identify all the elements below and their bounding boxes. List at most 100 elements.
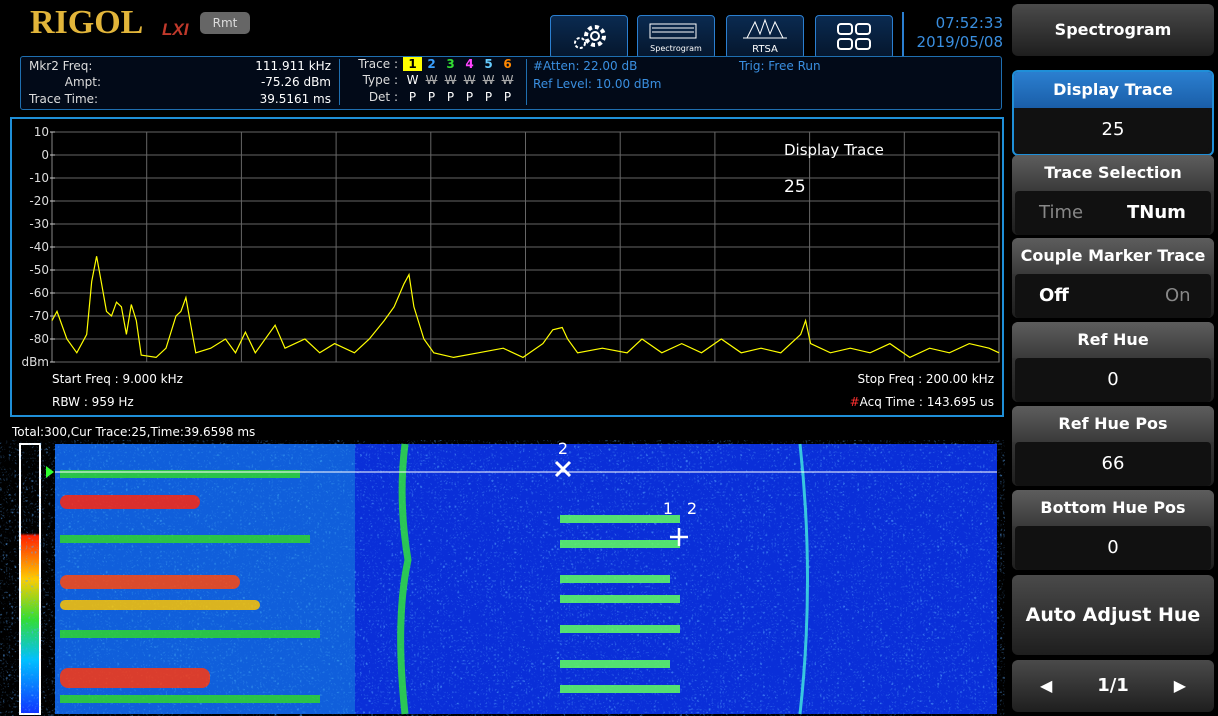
trace-number: 5 xyxy=(484,57,493,71)
y-tick-label: dBm xyxy=(21,355,49,369)
trace-type: W xyxy=(501,73,514,87)
spectrogram: 2 1 2 xyxy=(19,440,997,715)
page-indicator: 1/1 xyxy=(1097,675,1129,696)
icon-label: RTSA xyxy=(752,44,778,55)
rtsa-glyph xyxy=(743,18,787,39)
button-value: 0 xyxy=(1015,526,1211,570)
y-tick-label: -20 xyxy=(29,194,49,208)
y-tick-label: -30 xyxy=(29,217,49,231)
auto-adjust-button[interactable]: Auto Adjust Hue xyxy=(1012,575,1214,655)
rtsa-icon[interactable]: RTSA xyxy=(726,15,804,59)
trace-detector: P xyxy=(503,90,512,104)
trace-type: W xyxy=(406,73,419,87)
button-title: Display Trace xyxy=(1014,72,1212,108)
button-value: 0 xyxy=(1015,358,1211,402)
layout-glyph xyxy=(837,23,871,50)
button-value: Time TNum xyxy=(1015,191,1211,235)
spectrogram-info: Total:300,Cur Trace:25,Time:39.6598 ms xyxy=(12,425,256,439)
label: Trace Time: xyxy=(29,92,99,106)
trace-detector: P xyxy=(484,90,493,104)
start-freq: Start Freq : 9.000 kHz xyxy=(52,372,183,386)
y-tick-label: -10 xyxy=(29,171,49,185)
attenuation: #Atten: 22.00 dB xyxy=(533,59,638,73)
layout-icon[interactable] xyxy=(815,15,893,59)
button-value: 25 xyxy=(1017,108,1209,152)
spectrum-panel: 10 0 -10 -20 -30 -40 -50 -60 -70 -80 dBm Display T… xyxy=(10,117,1004,417)
trace-detector: P xyxy=(446,90,455,104)
trace-type: W xyxy=(482,73,495,87)
divider xyxy=(526,59,527,105)
display-trace-button[interactable]: Display Trace 25 xyxy=(1012,70,1214,156)
button-value: Off On xyxy=(1015,274,1211,318)
ref-hue-pos-button[interactable]: Ref Hue Pos 66 xyxy=(1012,406,1214,486)
ref-hue-button[interactable]: Ref Hue 0 xyxy=(1012,322,1214,402)
gear xyxy=(574,25,606,49)
trace-type: W xyxy=(444,73,457,87)
spectrogram-glyph xyxy=(649,23,697,39)
y-tick-label: 0 xyxy=(41,148,49,162)
spectrogram-energy xyxy=(55,443,809,715)
trace-number: 2 xyxy=(427,57,436,71)
trace-detector: P xyxy=(465,90,474,104)
label: Trace : xyxy=(358,57,398,71)
trace-detector: P xyxy=(408,90,417,104)
rbw: RBW : 959 Hz xyxy=(52,395,134,409)
button-title: Trace Selection xyxy=(1012,155,1214,191)
settings-icon[interactable] xyxy=(550,15,628,59)
label: Ampt: xyxy=(64,75,101,89)
next-page[interactable]: ▶ xyxy=(1173,676,1186,695)
clock-date: 2019/05/08 xyxy=(916,33,1003,51)
divider xyxy=(339,59,340,105)
option: Off xyxy=(1039,285,1069,306)
y-tick-label: 10 xyxy=(34,125,49,139)
trace-selection-button[interactable]: Trace Selection Time TNum xyxy=(1012,155,1214,235)
label: Mkr2 Freq: xyxy=(29,59,93,73)
ref-level: Ref Level: 10.00 dBm xyxy=(533,77,662,91)
trace-number: 4 xyxy=(465,57,474,71)
trace-type: W xyxy=(425,73,438,87)
y-tick-label: -80 xyxy=(29,332,49,346)
option: Time xyxy=(1039,202,1084,223)
marker-label: 2 xyxy=(558,440,568,458)
cursor-arrow xyxy=(46,466,54,478)
spectrogram-icon[interactable]: Spectrogram xyxy=(637,15,715,59)
bottom-hue-pos-button[interactable]: Bottom Hue Pos 0 xyxy=(1012,490,1214,570)
button-title: Couple Marker Trace xyxy=(1012,238,1214,274)
acq-flag: # xyxy=(849,395,860,409)
prev-page[interactable]: ◀ xyxy=(1040,676,1053,695)
trace-type: W xyxy=(463,73,476,87)
page-nav: ◀ 1/1 ▶ xyxy=(1012,660,1214,712)
label: Type : xyxy=(362,73,398,87)
lxi: LXI xyxy=(162,20,189,39)
color-bar xyxy=(19,443,41,715)
acq-time: Acq Time : 143.695 us xyxy=(859,395,994,409)
divider xyxy=(902,12,904,56)
marker-label: 2 xyxy=(687,499,697,518)
button-title: Bottom Hue Pos xyxy=(1012,490,1214,526)
marker-label: 1 xyxy=(663,499,673,518)
button-title: Ref Hue Pos xyxy=(1012,406,1214,442)
option: TNum xyxy=(1127,202,1186,223)
status-panel: Mkr2 Freq: Ampt: Trace Time: 111.911 kHz… xyxy=(20,56,1002,110)
marker-x xyxy=(554,460,572,478)
y-tick-label: -70 xyxy=(29,309,49,323)
couple-marker-button[interactable]: Couple Marker Trace Off On xyxy=(1012,238,1214,318)
acq-time-row: #Acq Time : 143.695 us xyxy=(850,395,994,409)
remote-indicator: Rmt xyxy=(200,12,250,34)
overlay-title: Display Trace xyxy=(784,141,884,159)
menu-title: Spectrogram xyxy=(1012,4,1214,56)
value: 111.911 kHz xyxy=(255,59,331,73)
label: Det : xyxy=(368,90,398,104)
button-value: 66 xyxy=(1015,442,1211,486)
value: 39.5161 ms xyxy=(259,92,331,106)
value: -75.26 dBm xyxy=(260,75,331,89)
trace-number: 3 xyxy=(446,57,455,71)
y-tick-label: -40 xyxy=(29,240,49,254)
clock-time: 07:52:33 xyxy=(935,14,1003,32)
option: On xyxy=(1165,285,1191,306)
trigger: Trig: Free Run xyxy=(739,59,821,73)
